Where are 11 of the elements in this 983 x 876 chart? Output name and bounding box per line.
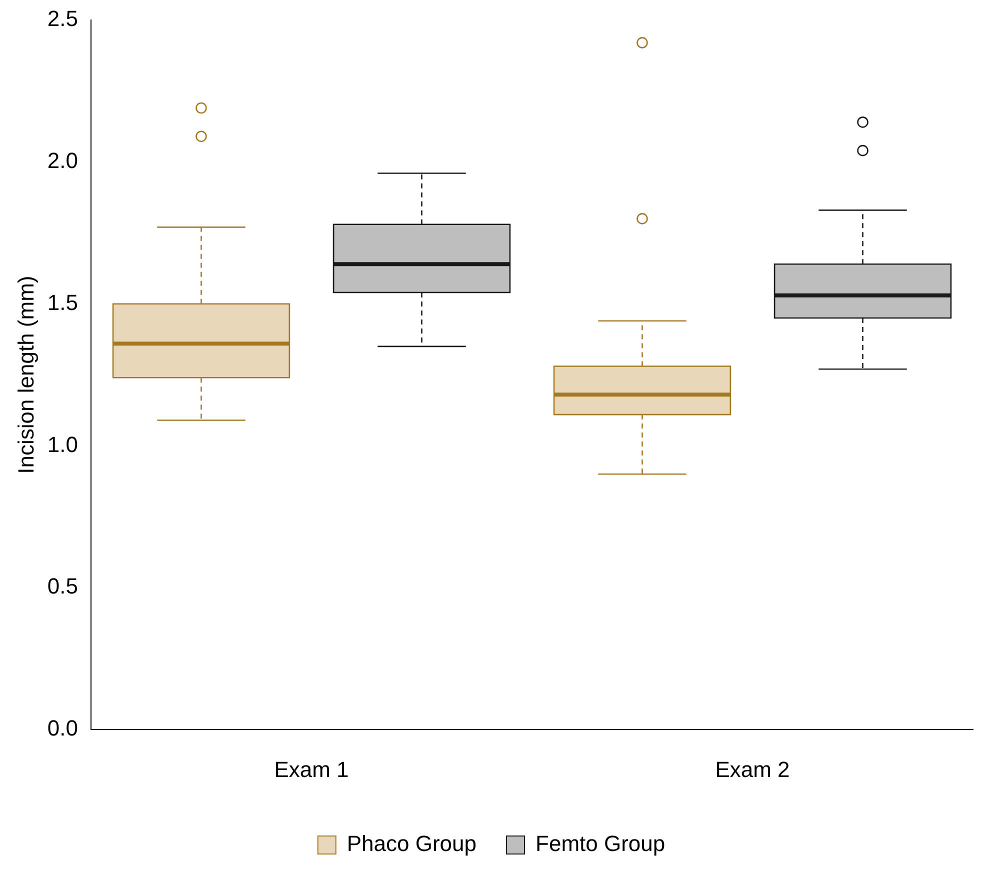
x-tick-label: Exam 1	[274, 756, 349, 782]
y-tick-label: 0.5	[47, 574, 78, 599]
y-tick-label: 1.5	[47, 290, 78, 315]
x-tick-label: Exam 2	[715, 756, 790, 782]
legend-label: Phaco Group	[346, 831, 477, 856]
y-tick-label: 1.0	[47, 432, 78, 457]
y-tick-label: 0.0	[47, 716, 78, 741]
legend-label: Femto Group	[536, 831, 666, 856]
y-axis-title: Incision length (mm)	[13, 276, 38, 474]
y-tick-label: 2.0	[47, 148, 78, 173]
y-tick-label: 2.5	[47, 6, 78, 32]
